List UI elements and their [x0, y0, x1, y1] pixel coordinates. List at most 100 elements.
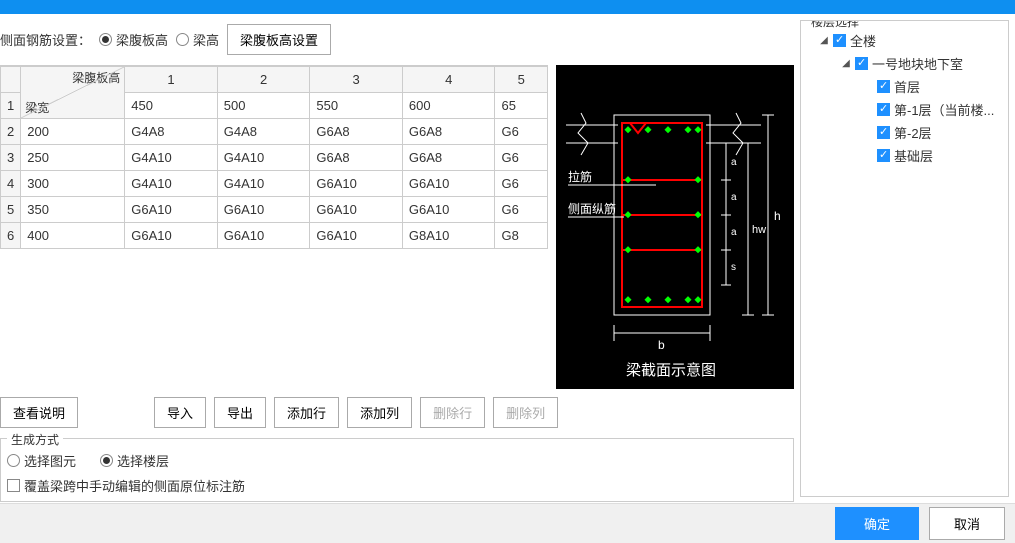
table-cell[interactable]: G6A8 [402, 119, 495, 145]
col-header-cell[interactable]: 450 [125, 93, 218, 119]
table-cell[interactable]: G6A10 [217, 223, 310, 249]
table-cell[interactable]: G8 [495, 223, 548, 249]
tree-floor-item[interactable]: 第-2层 [805, 121, 1004, 144]
row-header-cell[interactable]: 250 [21, 145, 125, 171]
radio-icon [7, 454, 20, 467]
del-row-button[interactable]: 删除行 [420, 397, 485, 428]
ok-button[interactable]: 确定 [835, 507, 919, 540]
table-cell[interactable]: G4A10 [125, 171, 218, 197]
view-desc-button[interactable]: 查看说明 [0, 397, 78, 428]
checkbox-icon[interactable] [833, 34, 846, 47]
cancel-button[interactable]: 取消 [929, 507, 1005, 540]
col-num[interactable]: 4 [402, 67, 495, 93]
tree-label: 首层 [894, 77, 920, 96]
radio-label: 选择楼层 [117, 451, 169, 470]
titlebar [0, 0, 1015, 14]
export-button[interactable]: 导出 [214, 397, 266, 428]
override-checkbox[interactable]: 覆盖梁跨中手动编辑的侧面原位标注筋 [7, 476, 245, 495]
floor-legend: 楼层选择 [807, 20, 863, 30]
tree-floor-item[interactable]: 第-1层（当前楼... [805, 98, 1004, 121]
radio-beam-height[interactable]: 梁高 [176, 30, 219, 49]
tree-root[interactable]: ◢ 全楼 [805, 29, 1004, 52]
col-num[interactable]: 1 [125, 67, 218, 93]
config-web-height-button[interactable]: 梁腹板高设置 [227, 24, 331, 55]
row-num[interactable]: 1 [1, 93, 21, 119]
table-cell[interactable]: G6 [495, 145, 548, 171]
col-header-cell[interactable]: 600 [402, 93, 495, 119]
add-col-button[interactable]: 添加列 [347, 397, 412, 428]
setting-label: 侧面钢筋设置： [0, 30, 91, 49]
table-cell[interactable]: G4A10 [217, 171, 310, 197]
table-cell[interactable]: G6 [495, 119, 548, 145]
row-header-cell[interactable]: 200 [21, 119, 125, 145]
tree-label: 第-1层（当前楼... [894, 100, 994, 119]
table-cell[interactable]: G6A10 [310, 223, 403, 249]
rebar-table: 梁腹板高梁宽123451450500550600652200G4A8G4A8G6… [0, 65, 548, 249]
row-header-cell[interactable]: 300 [21, 171, 125, 197]
col-num[interactable]: 2 [217, 67, 310, 93]
table-cell[interactable]: G6A10 [125, 223, 218, 249]
corner-cell [1, 67, 21, 93]
col-header-cell[interactable]: 500 [217, 93, 310, 119]
checkbox-icon[interactable] [855, 57, 868, 70]
checkbox-icon[interactable] [877, 103, 890, 116]
table-toolbar: 查看说明 导入 导出 添加行 添加列 删除行 删除列 [0, 389, 800, 436]
svg-text:a: a [731, 192, 737, 203]
radio-icon [99, 33, 112, 46]
row-header-cell[interactable]: 400 [21, 223, 125, 249]
table-cell[interactable]: G6A10 [310, 197, 403, 223]
tree-floor-item[interactable]: 基础层 [805, 144, 1004, 167]
table-cell[interactable]: G6A10 [402, 171, 495, 197]
tree-label: 一号地块地下室 [872, 54, 963, 73]
table-cell[interactable]: G6A10 [310, 171, 403, 197]
import-button[interactable]: 导入 [154, 397, 206, 428]
radio-icon [100, 454, 113, 467]
col-header-cell[interactable]: 65 [495, 93, 548, 119]
collapse-icon[interactable]: ◢ [841, 59, 851, 69]
row-num[interactable]: 2 [1, 119, 21, 145]
table-cell[interactable]: G6A8 [310, 119, 403, 145]
table-cell[interactable]: G4A10 [125, 145, 218, 171]
collapse-icon[interactable]: ◢ [819, 36, 829, 46]
diagram-caption: 梁截面示意图 [626, 361, 716, 379]
footer: 确定 取消 [0, 503, 1015, 543]
table-cell[interactable]: G6A10 [402, 197, 495, 223]
svg-text:h: h [774, 209, 781, 223]
diag-header: 梁腹板高梁宽 [21, 67, 125, 119]
table-cell[interactable]: G4A8 [217, 119, 310, 145]
row-header-cell[interactable]: 350 [21, 197, 125, 223]
del-col-button[interactable]: 删除列 [493, 397, 558, 428]
table-cell[interactable]: G6A8 [402, 145, 495, 171]
checkbox-icon[interactable] [877, 80, 890, 93]
tree-block[interactable]: ◢ 一号地块地下室 [805, 52, 1004, 75]
radio-select-floor[interactable]: 选择楼层 [100, 451, 169, 470]
tree-label: 基础层 [894, 146, 933, 165]
tree-floor-item[interactable]: 首层 [805, 75, 1004, 98]
radio-select-element[interactable]: 选择图元 [7, 451, 76, 470]
col-header-cell[interactable]: 550 [310, 93, 403, 119]
radio-label: 梁高 [193, 30, 219, 49]
checkbox-icon[interactable] [877, 126, 890, 139]
tree-label: 第-2层 [894, 123, 932, 142]
table-cell[interactable]: G4A10 [217, 145, 310, 171]
table-cell[interactable]: G6A10 [125, 197, 218, 223]
radio-label: 梁腹板高 [116, 30, 168, 49]
row-num[interactable]: 3 [1, 145, 21, 171]
table-cell[interactable]: G4A8 [125, 119, 218, 145]
table-cell[interactable]: G8A10 [402, 223, 495, 249]
row-num[interactable]: 5 [1, 197, 21, 223]
checkbox-icon[interactable] [877, 149, 890, 162]
table-cell[interactable]: G6A10 [217, 197, 310, 223]
table-cell[interactable]: G6 [495, 197, 548, 223]
table-cell[interactable]: G6 [495, 171, 548, 197]
svg-text:s: s [731, 262, 736, 273]
col-num[interactable]: 5 [495, 67, 548, 93]
label-cemian: 侧面纵筋 [568, 201, 616, 216]
row-num[interactable]: 4 [1, 171, 21, 197]
section-diagram: 拉筋 侧面纵筋 b h hw [556, 65, 794, 389]
table-cell[interactable]: G6A8 [310, 145, 403, 171]
col-num[interactable]: 3 [310, 67, 403, 93]
row-num[interactable]: 6 [1, 223, 21, 249]
radio-web-height[interactable]: 梁腹板高 [99, 30, 168, 49]
add-row-button[interactable]: 添加行 [274, 397, 339, 428]
